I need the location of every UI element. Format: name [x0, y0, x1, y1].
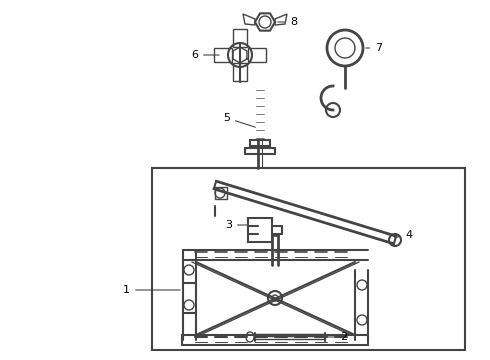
Polygon shape: [275, 14, 287, 25]
Text: 1: 1: [123, 285, 180, 295]
Polygon shape: [214, 48, 232, 62]
Polygon shape: [233, 63, 247, 81]
Bar: [152, 168, 465, 350]
Text: 6: 6: [191, 50, 219, 60]
Polygon shape: [233, 29, 247, 47]
Text: 3: 3: [225, 220, 247, 230]
Text: 7: 7: [366, 43, 382, 53]
Text: 8: 8: [278, 17, 297, 27]
Text: 5: 5: [223, 113, 255, 127]
Polygon shape: [243, 14, 255, 25]
Bar: [248, 218, 272, 242]
Ellipse shape: [246, 332, 254, 342]
Text: 2: 2: [325, 332, 347, 342]
Text: 4: 4: [395, 230, 412, 240]
Polygon shape: [248, 48, 266, 62]
Bar: [215, 187, 227, 199]
